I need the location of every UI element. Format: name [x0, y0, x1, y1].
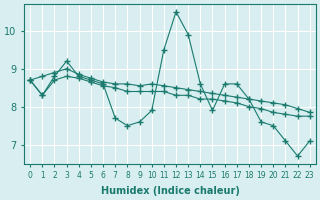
X-axis label: Humidex (Indice chaleur): Humidex (Indice chaleur) — [100, 186, 239, 196]
